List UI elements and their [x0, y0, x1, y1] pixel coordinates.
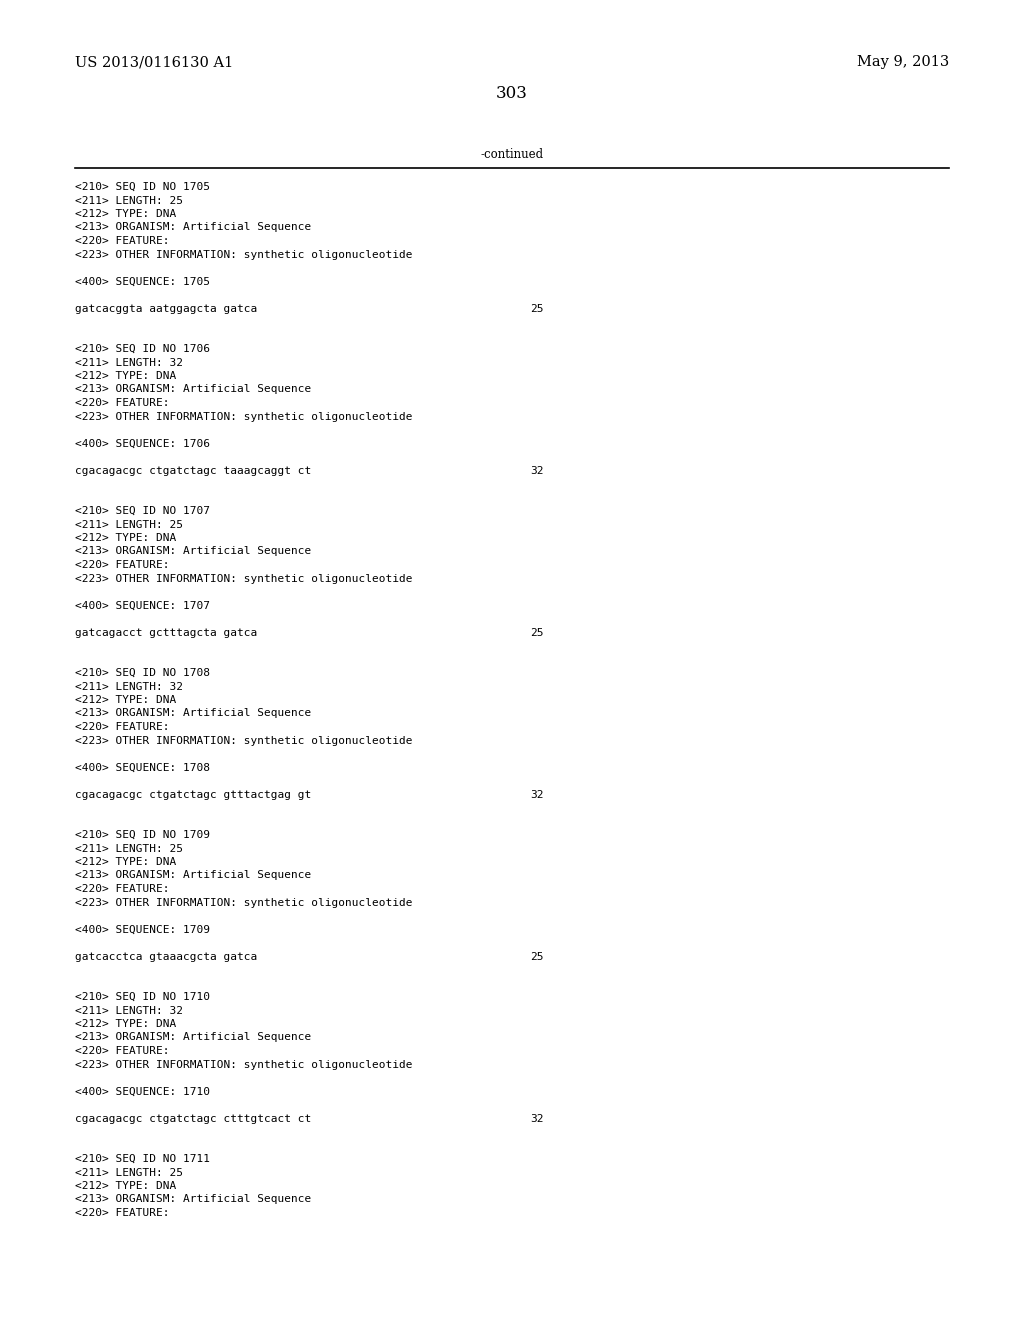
Text: <210> SEQ ID NO 1706: <210> SEQ ID NO 1706	[75, 345, 210, 354]
Text: <400> SEQUENCE: 1709: <400> SEQUENCE: 1709	[75, 924, 210, 935]
Text: <400> SEQUENCE: 1708: <400> SEQUENCE: 1708	[75, 763, 210, 772]
Text: <220> FEATURE:: <220> FEATURE:	[75, 1208, 170, 1218]
Text: 32: 32	[530, 466, 544, 475]
Text: -continued: -continued	[480, 148, 544, 161]
Text: <211> LENGTH: 32: <211> LENGTH: 32	[75, 358, 183, 367]
Text: <223> OTHER INFORMATION: synthetic oligonucleotide: <223> OTHER INFORMATION: synthetic oligo…	[75, 412, 413, 421]
Text: <210> SEQ ID NO 1707: <210> SEQ ID NO 1707	[75, 506, 210, 516]
Text: <212> TYPE: DNA: <212> TYPE: DNA	[75, 1181, 176, 1191]
Text: gatcacctca gtaaacgcta gatca: gatcacctca gtaaacgcta gatca	[75, 952, 257, 961]
Text: <400> SEQUENCE: 1706: <400> SEQUENCE: 1706	[75, 438, 210, 449]
Text: <400> SEQUENCE: 1707: <400> SEQUENCE: 1707	[75, 601, 210, 610]
Text: <212> TYPE: DNA: <212> TYPE: DNA	[75, 857, 176, 867]
Text: <400> SEQUENCE: 1710: <400> SEQUENCE: 1710	[75, 1086, 210, 1097]
Text: <213> ORGANISM: Artificial Sequence: <213> ORGANISM: Artificial Sequence	[75, 709, 311, 718]
Text: cgacagacgc ctgatctagc gtttactgag gt: cgacagacgc ctgatctagc gtttactgag gt	[75, 789, 311, 800]
Text: <212> TYPE: DNA: <212> TYPE: DNA	[75, 533, 176, 543]
Text: <220> FEATURE:: <220> FEATURE:	[75, 722, 170, 733]
Text: <400> SEQUENCE: 1705: <400> SEQUENCE: 1705	[75, 276, 210, 286]
Text: <220> FEATURE:: <220> FEATURE:	[75, 399, 170, 408]
Text: <220> FEATURE:: <220> FEATURE:	[75, 884, 170, 894]
Text: <211> LENGTH: 25: <211> LENGTH: 25	[75, 843, 183, 854]
Text: May 9, 2013: May 9, 2013	[857, 55, 949, 69]
Text: <210> SEQ ID NO 1710: <210> SEQ ID NO 1710	[75, 993, 210, 1002]
Text: <212> TYPE: DNA: <212> TYPE: DNA	[75, 371, 176, 381]
Text: <210> SEQ ID NO 1709: <210> SEQ ID NO 1709	[75, 830, 210, 840]
Text: 32: 32	[530, 1114, 544, 1123]
Text: 303: 303	[496, 84, 528, 102]
Text: <223> OTHER INFORMATION: synthetic oligonucleotide: <223> OTHER INFORMATION: synthetic oligo…	[75, 249, 413, 260]
Text: <223> OTHER INFORMATION: synthetic oligonucleotide: <223> OTHER INFORMATION: synthetic oligo…	[75, 735, 413, 746]
Text: cgacagacgc ctgatctagc taaagcaggt ct: cgacagacgc ctgatctagc taaagcaggt ct	[75, 466, 311, 475]
Text: <213> ORGANISM: Artificial Sequence: <213> ORGANISM: Artificial Sequence	[75, 870, 311, 880]
Text: 32: 32	[530, 789, 544, 800]
Text: <211> LENGTH: 25: <211> LENGTH: 25	[75, 1167, 183, 1177]
Text: <211> LENGTH: 32: <211> LENGTH: 32	[75, 1006, 183, 1015]
Text: <211> LENGTH: 32: <211> LENGTH: 32	[75, 681, 183, 692]
Text: <210> SEQ ID NO 1708: <210> SEQ ID NO 1708	[75, 668, 210, 678]
Text: cgacagacgc ctgatctagc ctttgtcact ct: cgacagacgc ctgatctagc ctttgtcact ct	[75, 1114, 311, 1123]
Text: <220> FEATURE:: <220> FEATURE:	[75, 236, 170, 246]
Text: <212> TYPE: DNA: <212> TYPE: DNA	[75, 209, 176, 219]
Text: gatcacggta aatggagcta gatca: gatcacggta aatggagcta gatca	[75, 304, 257, 314]
Text: <213> ORGANISM: Artificial Sequence: <213> ORGANISM: Artificial Sequence	[75, 384, 311, 395]
Text: <211> LENGTH: 25: <211> LENGTH: 25	[75, 520, 183, 529]
Text: <223> OTHER INFORMATION: synthetic oligonucleotide: <223> OTHER INFORMATION: synthetic oligo…	[75, 573, 413, 583]
Text: <213> ORGANISM: Artificial Sequence: <213> ORGANISM: Artificial Sequence	[75, 1195, 311, 1204]
Text: <211> LENGTH: 25: <211> LENGTH: 25	[75, 195, 183, 206]
Text: <210> SEQ ID NO 1705: <210> SEQ ID NO 1705	[75, 182, 210, 191]
Text: <213> ORGANISM: Artificial Sequence: <213> ORGANISM: Artificial Sequence	[75, 1032, 311, 1043]
Text: <213> ORGANISM: Artificial Sequence: <213> ORGANISM: Artificial Sequence	[75, 546, 311, 557]
Text: <212> TYPE: DNA: <212> TYPE: DNA	[75, 1019, 176, 1030]
Text: 25: 25	[530, 952, 544, 961]
Text: <212> TYPE: DNA: <212> TYPE: DNA	[75, 696, 176, 705]
Text: 25: 25	[530, 627, 544, 638]
Text: <223> OTHER INFORMATION: synthetic oligonucleotide: <223> OTHER INFORMATION: synthetic oligo…	[75, 1060, 413, 1069]
Text: <213> ORGANISM: Artificial Sequence: <213> ORGANISM: Artificial Sequence	[75, 223, 311, 232]
Text: <210> SEQ ID NO 1711: <210> SEQ ID NO 1711	[75, 1154, 210, 1164]
Text: 25: 25	[530, 304, 544, 314]
Text: <223> OTHER INFORMATION: synthetic oligonucleotide: <223> OTHER INFORMATION: synthetic oligo…	[75, 898, 413, 908]
Text: gatcagacct gctttagcta gatca: gatcagacct gctttagcta gatca	[75, 627, 257, 638]
Text: <220> FEATURE:: <220> FEATURE:	[75, 560, 170, 570]
Text: US 2013/0116130 A1: US 2013/0116130 A1	[75, 55, 233, 69]
Text: <220> FEATURE:: <220> FEATURE:	[75, 1045, 170, 1056]
